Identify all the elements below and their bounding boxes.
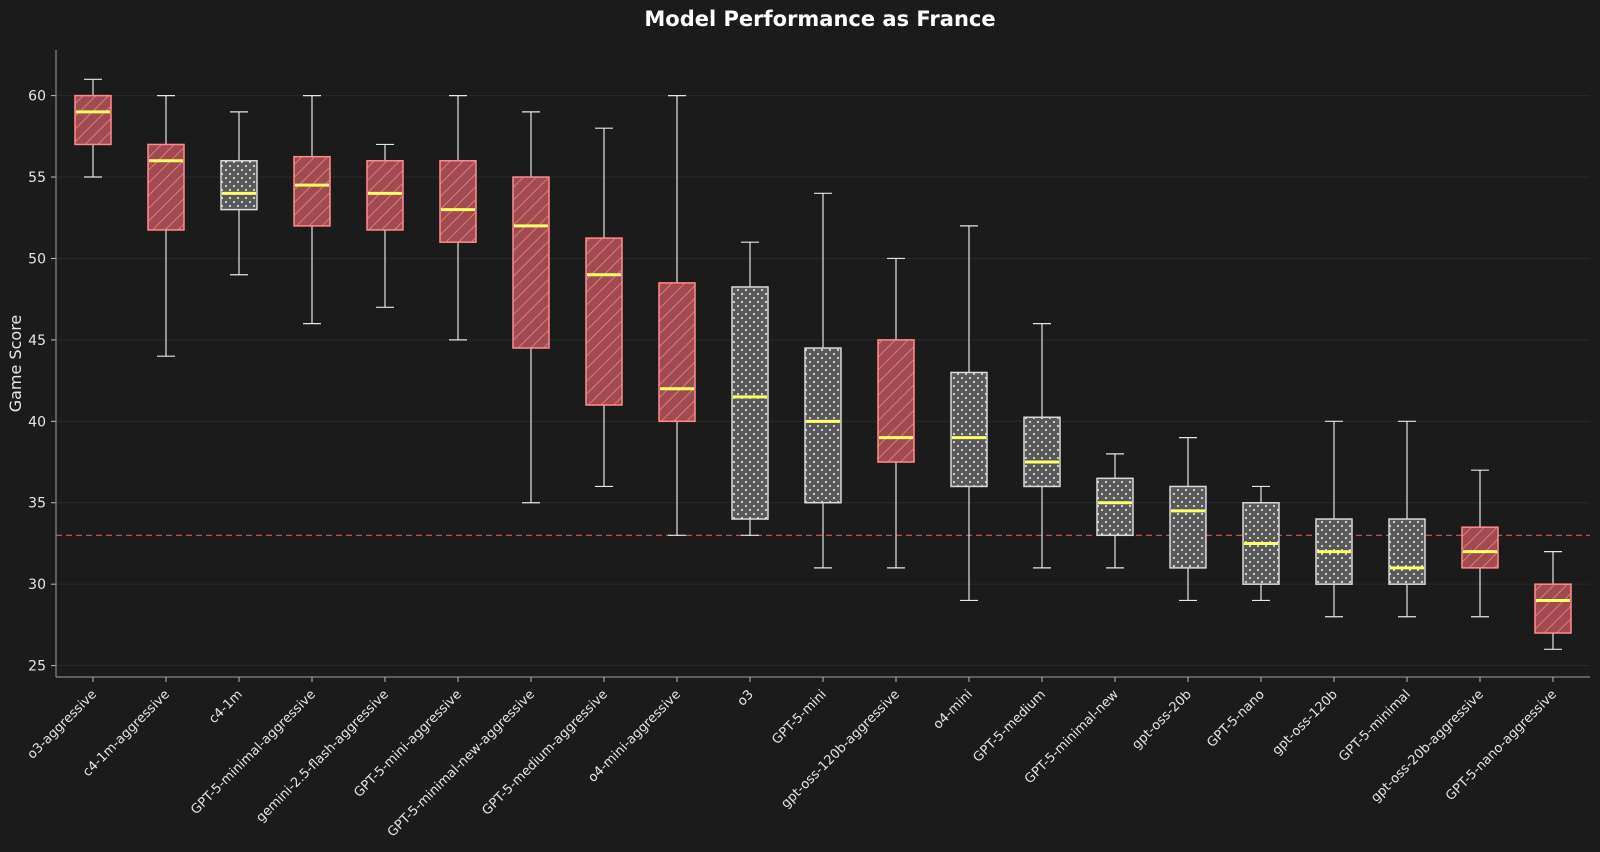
box-o3-aggressive [74, 78, 112, 178]
iqr-box [731, 286, 769, 520]
x-tick-label: GPT-5-mini [769, 687, 829, 747]
box-gpt-oss-120b [1315, 420, 1353, 618]
iqr-box [1096, 477, 1134, 537]
y-tick-label: 35 [28, 496, 46, 512]
box-GPT-5-minimal-new-aggressive [512, 111, 550, 504]
iqr-box [877, 339, 915, 463]
boxes [74, 78, 1572, 650]
box-GPT-5-minimal-new [1096, 453, 1134, 569]
y-tick-label: 60 [28, 89, 46, 105]
box-gpt-oss-20b [1169, 437, 1207, 602]
box-GPT-5-medium-aggressive [585, 127, 623, 488]
x-tick-label: GPT-5-medium [971, 687, 1049, 765]
x-tick-label: c4-1m [206, 687, 246, 727]
x-tick-label: o3-aggressive [25, 687, 100, 762]
box-o3 [731, 241, 769, 536]
box-GPT-5-medium [1023, 323, 1061, 569]
x-tick-label: gpt-oss-20b [1129, 687, 1194, 752]
x-tick-label: GPT-5-minimal-aggressive [188, 687, 319, 818]
box-GPT-5-mini [804, 192, 842, 569]
iqr-box [147, 143, 185, 231]
x-tick-label: GPT-5-medium-aggressive [479, 687, 610, 818]
box-gpt-oss-120b-aggressive [877, 257, 915, 569]
x-tick-label: o3 [735, 687, 757, 709]
iqr-box [366, 159, 404, 231]
iqr-box [585, 237, 623, 406]
box-GPT-5-mini-aggressive [439, 94, 477, 341]
box-c4-1m [220, 111, 258, 276]
y-tick-label: 50 [28, 251, 46, 267]
iqr-box [658, 282, 696, 423]
iqr-box [74, 94, 112, 146]
box-gemini-2.5-flash-aggressive [366, 143, 404, 308]
iqr-box [1461, 526, 1499, 569]
box-GPT-5-nano [1242, 485, 1280, 602]
iqr-box [1169, 485, 1207, 569]
iqr-box [1023, 416, 1061, 488]
x-tick-label: GPT-5-minimal-new-aggressive [385, 687, 538, 840]
box-GPT-5-minimal-aggressive [293, 94, 331, 325]
x-tick-label: GPT-5-minimal [1336, 687, 1414, 765]
box-GPT-5-minimal [1388, 420, 1426, 618]
x-tick-label: gpt-oss-120b-aggressive [778, 687, 902, 811]
iqr-box [1388, 518, 1426, 585]
x-tick-label: GPT-5-nano [1204, 687, 1267, 750]
y-tick-label: 40 [28, 414, 46, 430]
iqr-box [220, 159, 258, 211]
y-tick-label: 45 [28, 333, 46, 349]
x-tick-label: gpt-oss-120b [1270, 687, 1341, 758]
y-tick-label: 55 [28, 170, 46, 186]
x-tick-label: gemini-2.5-flash-aggressive [253, 687, 391, 825]
iqr-box [804, 347, 842, 504]
y-tick-label: 30 [28, 577, 46, 593]
box-o4-mini [950, 225, 988, 602]
iqr-box [439, 159, 477, 243]
iqr-box [950, 371, 988, 488]
y-tick-label: 25 [28, 659, 46, 675]
box-GPT-5-nano-aggressive [1534, 550, 1572, 650]
box-gpt-oss-20b-aggressive [1461, 469, 1499, 618]
y-axis-label: Game Score [6, 315, 25, 413]
iqr-box [512, 176, 550, 349]
chart-title: Model Performance as France [644, 7, 995, 31]
box-c4-1m-aggressive [147, 94, 185, 357]
iqr-box [293, 155, 331, 227]
box-o4-mini-aggressive [658, 94, 696, 536]
iqr-box [1534, 583, 1572, 634]
x-tick-label: o4-mini [931, 687, 976, 732]
